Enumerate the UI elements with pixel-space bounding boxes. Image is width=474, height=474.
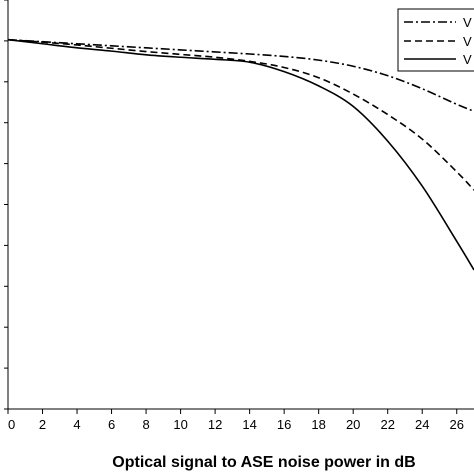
- x-tick-label-11: 22: [380, 417, 394, 432]
- x-tick-label-10: 20: [346, 417, 360, 432]
- x-tick-label-4: 8: [142, 417, 149, 432]
- x-tick-label-7: 14: [242, 417, 256, 432]
- x-axis-ticks: [7, 409, 458, 414]
- legend-label-1: V: [463, 15, 472, 30]
- series-line-dash-dot: [7, 38, 474, 112]
- series-line-dashed: [7, 38, 474, 191]
- x-axis-tick-labels: 0 2 4 6 8 10 12 14 16 18 20 22 24 26: [8, 417, 464, 432]
- x-tick-label-12: 24: [415, 417, 429, 432]
- legend-label-2: V: [463, 34, 472, 49]
- x-tick-label-5: 10: [173, 417, 187, 432]
- y-axis-ticks: [4, 0, 8, 410]
- x-axis-title: Optical signal to ASE noise power in dB: [112, 454, 415, 471]
- x-tick-label-3: 6: [108, 417, 115, 432]
- legend: V V V: [397, 8, 474, 72]
- x-tick-label-2: 4: [73, 417, 80, 432]
- x-tick-label-8: 16: [277, 417, 291, 432]
- x-tick-label-9: 18: [311, 417, 325, 432]
- x-tick-label-13: 26: [450, 417, 464, 432]
- legend-box: [397, 8, 474, 72]
- series-layer: [7, 38, 474, 271]
- series-line-solid: [7, 38, 474, 271]
- x-tick-label-6: 12: [208, 417, 222, 432]
- x-tick-label-0: 0: [8, 417, 15, 432]
- x-tick-label-1: 2: [39, 417, 46, 432]
- legend-label-3: V: [463, 52, 472, 67]
